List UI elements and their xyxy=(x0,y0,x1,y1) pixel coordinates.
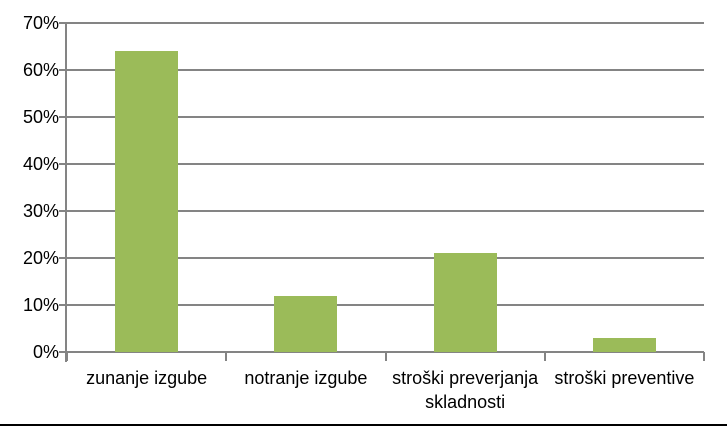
x-tick-mark xyxy=(225,352,228,361)
x-tick-mark xyxy=(703,352,705,361)
x-tick-label: stroški preverjanja skladnosti xyxy=(392,368,539,412)
x-tick-mark xyxy=(543,352,546,361)
y-axis-line xyxy=(65,23,67,362)
gridline xyxy=(67,210,704,212)
y-tick-mark xyxy=(59,22,67,24)
y-tick-mark xyxy=(59,351,67,353)
x-tick-label: notranje izgube xyxy=(244,368,368,388)
gridline xyxy=(67,69,704,71)
y-tick-label: 10% xyxy=(22,295,59,315)
y-tick-mark xyxy=(59,257,67,259)
y-tick-label: 30% xyxy=(22,201,59,221)
gridline xyxy=(67,22,704,24)
y-tick-label: 70% xyxy=(22,13,59,33)
x-tick-mark xyxy=(66,352,68,361)
gridline xyxy=(67,257,704,259)
x-tick-label: zunanje izgube xyxy=(86,368,208,388)
y-tick-label: 50% xyxy=(22,107,59,127)
y-tick-label: 40% xyxy=(22,154,59,174)
gridline xyxy=(67,163,704,165)
y-tick-label: 0% xyxy=(32,342,59,362)
plot-area xyxy=(59,22,705,362)
bottom-horizontal-rule xyxy=(0,424,727,426)
x-tick-mark xyxy=(384,352,387,361)
y-tick-mark xyxy=(59,210,67,212)
bar xyxy=(274,295,338,352)
y-tick-mark xyxy=(59,69,67,71)
y-tick-label: 20% xyxy=(22,248,59,268)
x-tick-label: stroški preventive xyxy=(554,368,695,388)
y-tick-mark xyxy=(59,116,67,118)
gridline xyxy=(67,304,704,306)
y-tick-label: 60% xyxy=(22,60,59,80)
bar xyxy=(592,337,656,352)
y-tick-mark xyxy=(59,304,67,306)
y-tick-mark xyxy=(59,163,67,165)
bar xyxy=(433,253,497,352)
bar xyxy=(115,51,179,352)
gridline xyxy=(67,116,704,118)
